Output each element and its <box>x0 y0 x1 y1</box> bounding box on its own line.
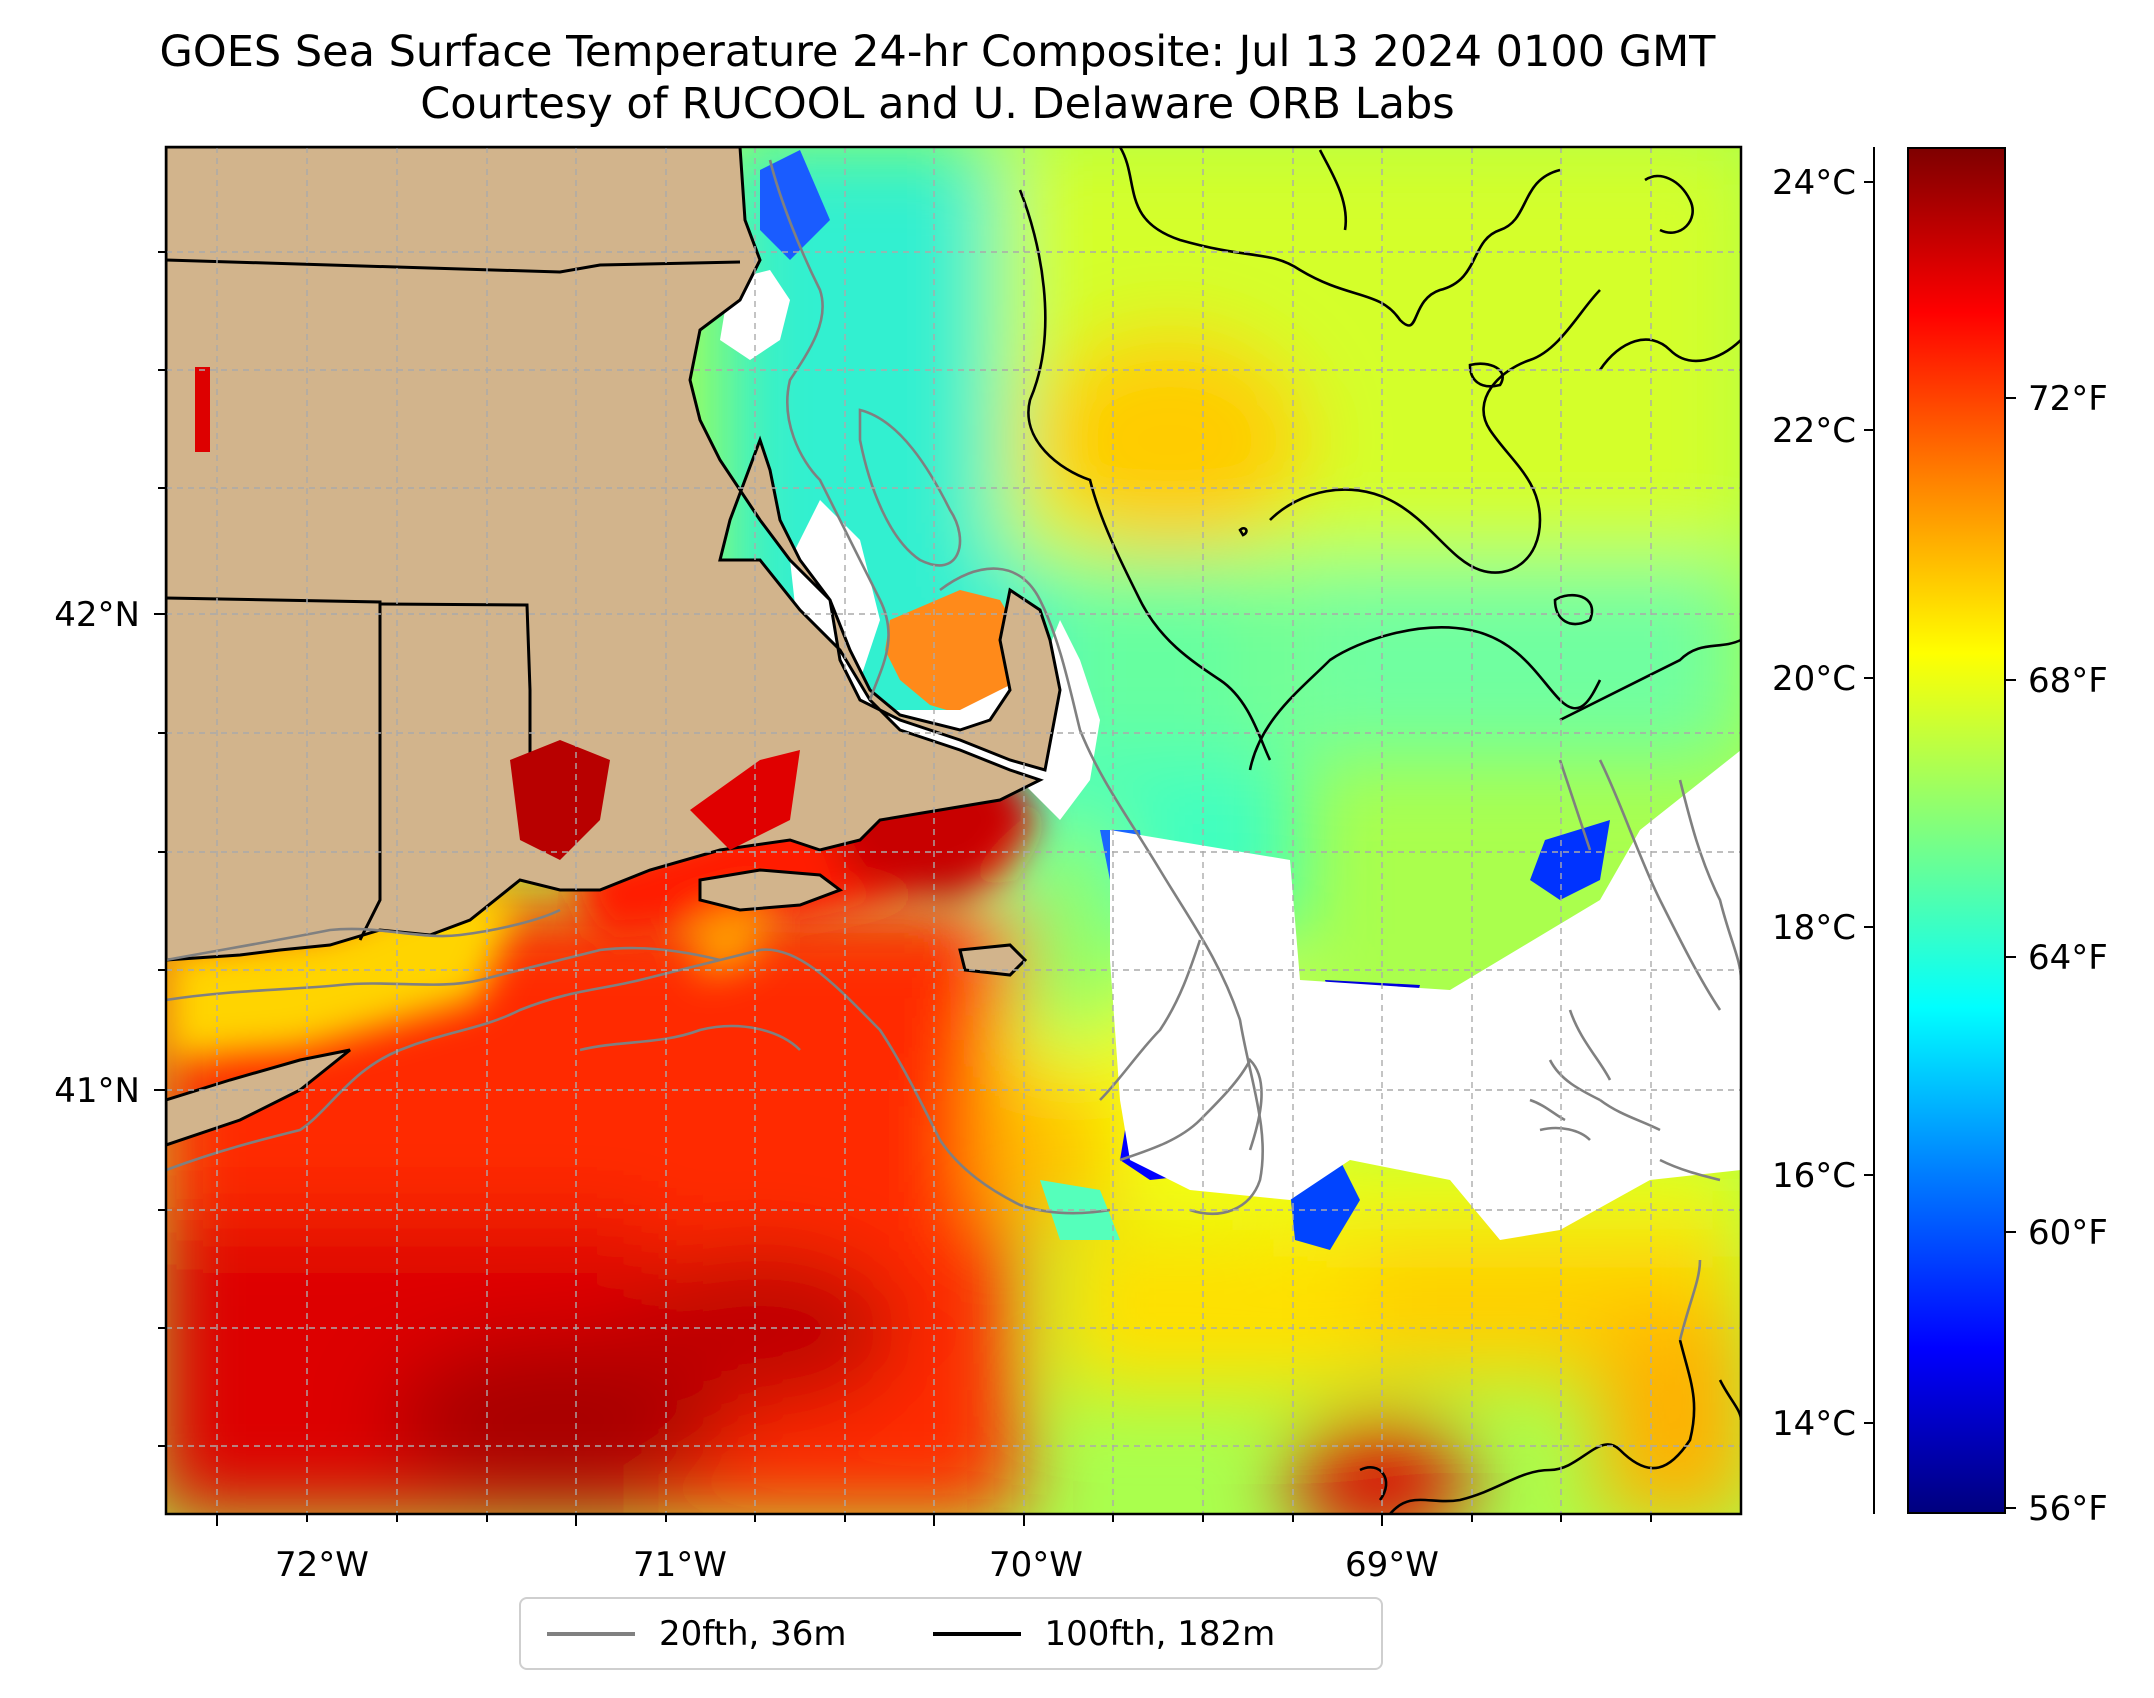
land-long-island <box>166 1048 351 1147</box>
map-plot-area <box>166 147 1741 1514</box>
celsius-label-22: 22°C <box>1772 411 1856 451</box>
lat-label-41n: 41°N <box>54 1071 140 1111</box>
colorbar-fahrenheit-axis: 72°F 68°F 64°F 60°F 56°F <box>2006 379 2108 1529</box>
fahrenheit-label-68: 68°F <box>2028 661 2108 701</box>
legend-item-20fth: 20fth, 36m <box>521 1614 847 1654</box>
lon-label-69w: 69°W <box>1345 1545 1439 1585</box>
map-border <box>164 145 1743 1516</box>
inland-warm-pixel-block <box>195 367 210 452</box>
isobath-legend: 20fth, 36m 100fth, 182m <box>519 1597 1383 1670</box>
fahrenheit-label-64: 64°F <box>2028 938 2108 978</box>
land-new-england <box>166 147 1062 962</box>
isobath-100fth <box>1018 147 1741 1514</box>
lon-label-70w: 70°W <box>989 1545 1083 1585</box>
celsius-label-14: 14°C <box>1772 1404 1856 1444</box>
gridlines <box>166 147 1741 1514</box>
title-line-2: Courtesy of RUCOOL and U. Delaware ORB L… <box>420 79 1455 129</box>
celsius-label-16: 16°C <box>1772 1156 1856 1196</box>
fahrenheit-label-56: 56°F <box>2028 1489 2108 1529</box>
narragansett-bay-warm <box>510 740 610 860</box>
legend-item-100fth: 100fth, 182m <box>907 1613 1276 1654</box>
legend-label-20fth: 20fth, 36m <box>659 1613 847 1654</box>
buzzards-bay-warm <box>690 750 800 850</box>
lon-label-72w: 72°W <box>275 1545 369 1585</box>
lat-label-42n: 42°N <box>54 595 140 635</box>
isobath-20fth <box>166 159 1741 1341</box>
state-border-ri-ma <box>379 602 532 780</box>
celsius-label-20: 20°C <box>1772 659 1856 699</box>
legend-swatch-20fth <box>547 1631 635 1636</box>
fahrenheit-label-72: 72°F <box>2028 379 2108 419</box>
temperature-colorbar <box>1907 147 2006 1514</box>
land-nantucket <box>958 943 1028 977</box>
map-title: GOES Sea Surface Temperature 24-hr Compo… <box>0 26 1875 130</box>
legend-label-100fth: 100fth, 182m <box>1044 1613 1276 1654</box>
fahrenheit-label-60: 60°F <box>2028 1213 2108 1253</box>
cold-pocket-5 <box>760 150 830 260</box>
nodata-region-east <box>1110 750 1741 1240</box>
colorbar-celsius-axis: 24°C 22°C 20°C 18°C 16°C 14°C <box>1772 147 1875 1514</box>
land-marthas-vineyard <box>698 868 844 912</box>
cape-cod-bay-warm-patch <box>885 590 1030 720</box>
lon-label-71w: 71°W <box>633 1545 727 1585</box>
state-border-nh-ma <box>166 258 741 274</box>
celsius-label-18: 18°C <box>1772 908 1856 948</box>
celsius-label-24: 24°C <box>1772 163 1856 203</box>
state-border-ma-ri-ct <box>166 596 382 941</box>
axis-ticks <box>154 251 1652 1526</box>
cold-pocket-3 <box>1530 820 1610 900</box>
title-line-1: GOES Sea Surface Temperature 24-hr Compo… <box>159 27 1716 77</box>
legend-swatch-100fth <box>932 1631 1021 1636</box>
